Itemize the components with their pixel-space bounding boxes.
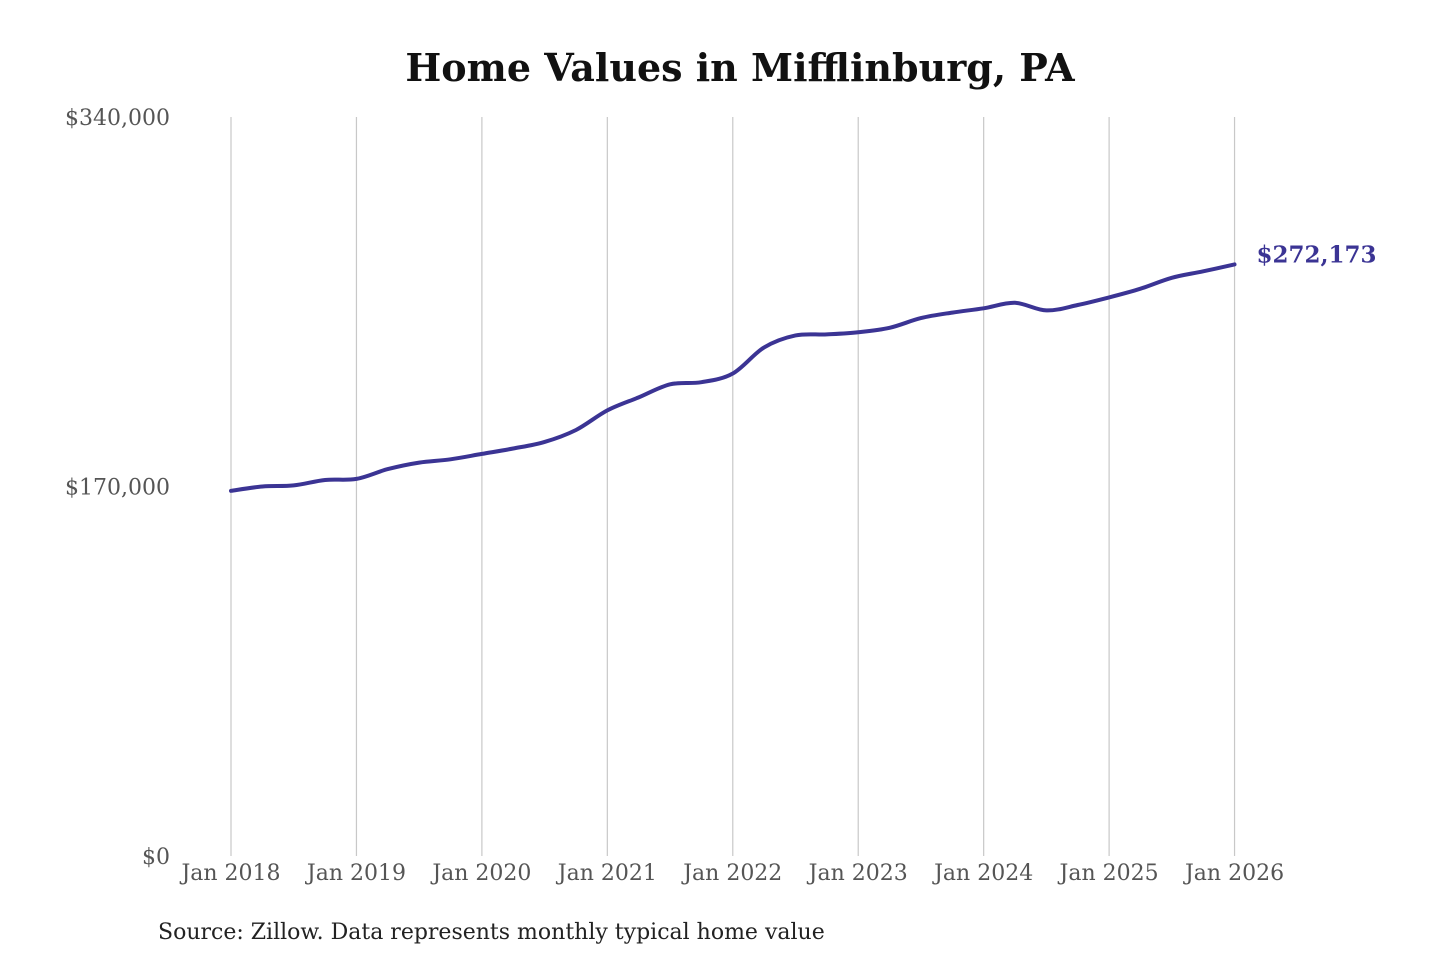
grid-lines xyxy=(230,117,1236,856)
y-axis-ticks: $0 $170,000 $340,000 xyxy=(65,106,170,870)
source-note: Source: Zillow. Data represents monthly … xyxy=(158,920,825,945)
annotations: $272,173 xyxy=(1257,241,1377,268)
x-axis-ticks: Jan 2018 Jan 2019 Jan 2020 Jan 2021 Jan 2022… xyxy=(179,861,1284,886)
y-tick-label: $170,000 xyxy=(65,476,170,501)
x-tick-label: Jan 2026 xyxy=(1183,861,1284,886)
chart-title: Home Values in Mifflinburg, PA xyxy=(405,45,1075,90)
x-tick-label: Jan 2018 xyxy=(179,861,280,886)
series-line xyxy=(229,262,1237,493)
x-tick-label: Jan 2021 xyxy=(556,861,657,886)
x-tick-label: Jan 2019 xyxy=(305,861,406,886)
y-tick-label: $0 xyxy=(142,845,170,870)
x-tick-label: Jan 2020 xyxy=(430,861,531,886)
series-layer xyxy=(229,262,1237,493)
x-tick-label: Jan 2023 xyxy=(807,861,908,886)
y-tick-label: $340,000 xyxy=(65,106,170,131)
x-tick-label: Jan 2025 xyxy=(1058,861,1159,886)
x-tick-label: Jan 2022 xyxy=(681,861,782,886)
x-tick-label: Jan 2024 xyxy=(932,861,1033,886)
end-value-label: $272,173 xyxy=(1257,241,1377,268)
